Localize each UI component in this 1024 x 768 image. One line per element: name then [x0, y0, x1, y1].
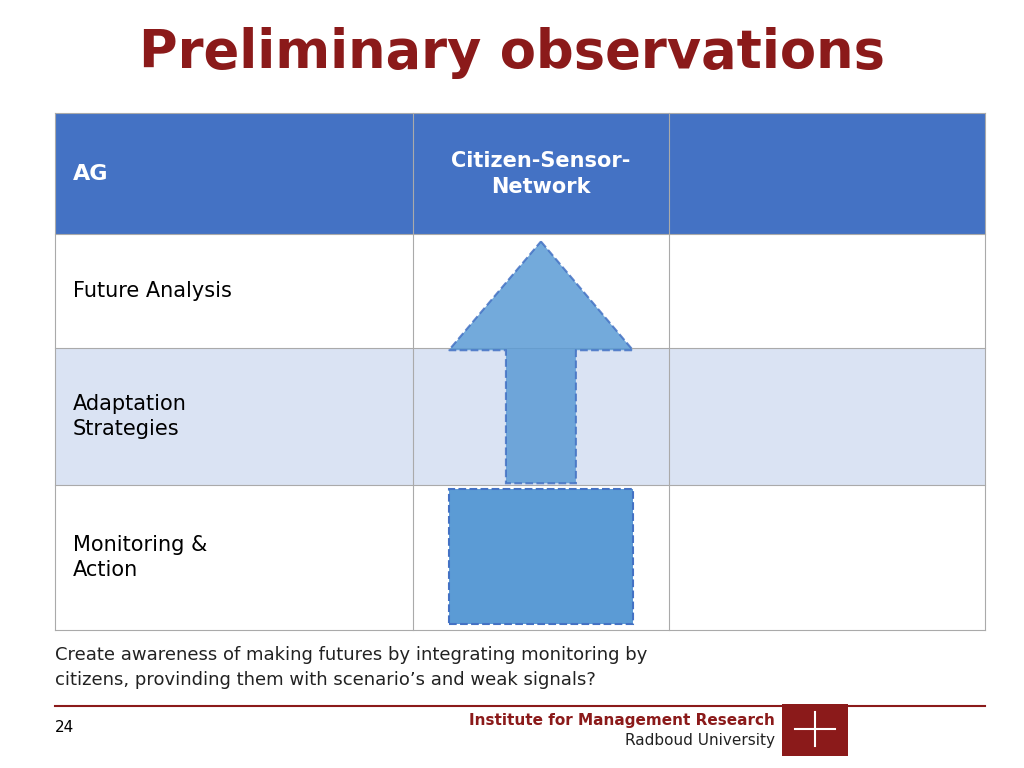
Bar	[55, 113, 413, 234]
Bar	[669, 348, 985, 485]
Text: Citizen-Sensor-
Network: Citizen-Sensor- Network	[452, 151, 631, 197]
Bar	[413, 485, 669, 630]
Text: Preliminary observations: Preliminary observations	[139, 27, 885, 79]
Bar	[413, 113, 669, 234]
Polygon shape	[449, 241, 633, 483]
Bar	[669, 113, 985, 234]
Bar	[669, 485, 985, 630]
Text: 24: 24	[55, 720, 75, 736]
Text: AG: AG	[73, 164, 109, 184]
Text: Future Analysis: Future Analysis	[73, 281, 231, 301]
Bar	[669, 234, 985, 348]
Text: Adaptation
Strategies: Adaptation Strategies	[73, 394, 186, 439]
Bar	[55, 485, 413, 630]
Text: Monitoring &
Action: Monitoring & Action	[73, 535, 208, 580]
Bar	[413, 234, 669, 348]
Text: Institute for Management Research: Institute for Management Research	[469, 713, 775, 729]
Bar	[413, 348, 669, 485]
Bar	[55, 348, 413, 485]
Bar	[782, 704, 848, 756]
Text: Radboud University: Radboud University	[625, 733, 775, 747]
Text: Create awareness of making futures by integrating monitoring by
citizens, provin: Create awareness of making futures by in…	[55, 646, 647, 689]
Bar	[449, 489, 633, 624]
Bar	[55, 234, 413, 348]
